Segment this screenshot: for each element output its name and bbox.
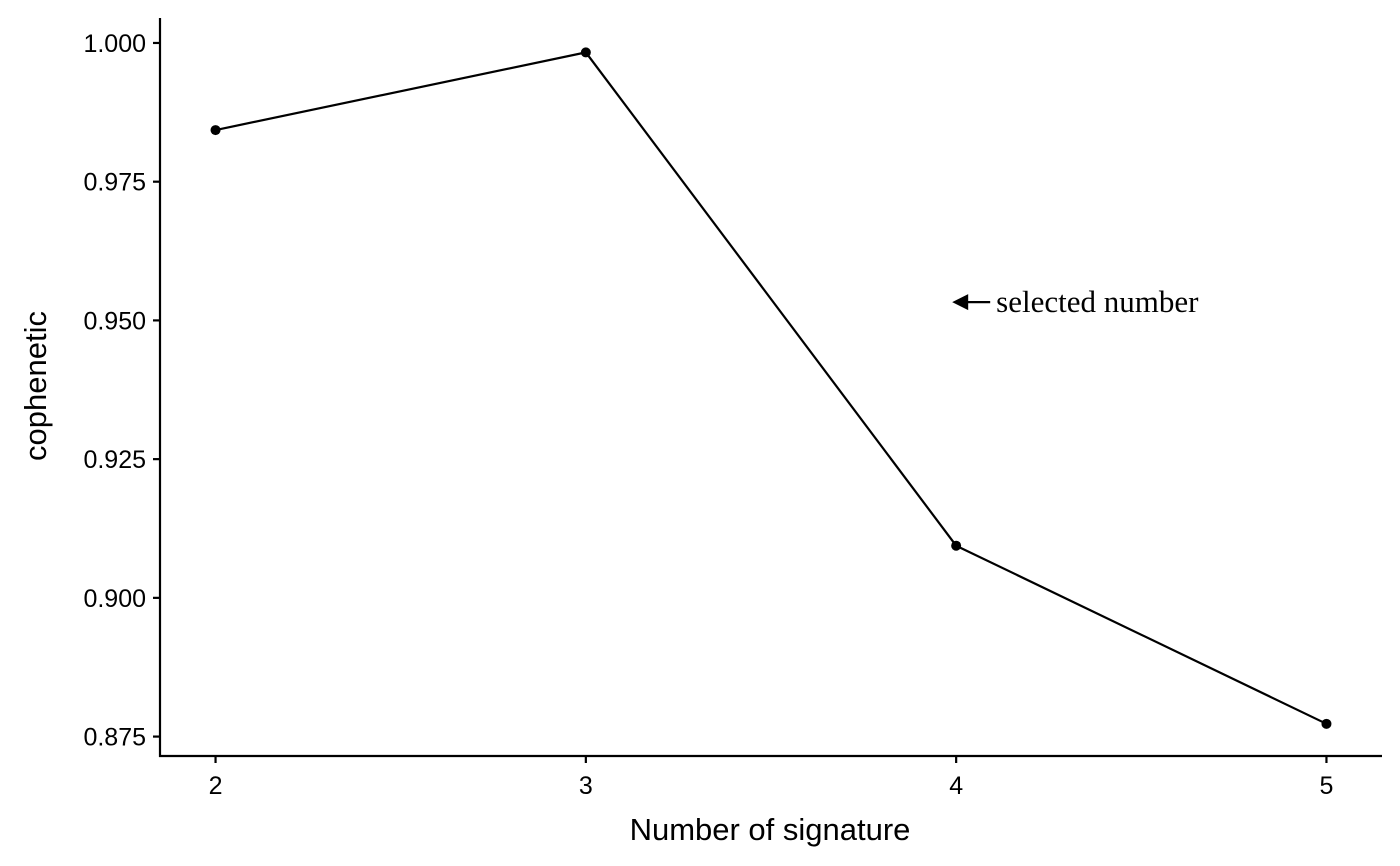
data-point (580, 47, 591, 58)
y-tick-label: 0.875 (83, 724, 146, 752)
y-tick-label: 1.000 (83, 30, 146, 58)
x-tick-label: 4 (949, 772, 963, 800)
y-axis-title: cophenetic (18, 311, 53, 461)
arrow-left-icon (952, 294, 969, 311)
data-point (210, 125, 221, 136)
annotation-text: selected number (996, 284, 1199, 319)
data-point (951, 540, 962, 551)
x-ticks: 2 3 4 5 (209, 756, 1334, 800)
series-cophenetic (210, 47, 1332, 729)
x-tick-label: 2 (209, 772, 223, 800)
axes (158, 18, 1382, 758)
series-line (215, 51, 1327, 725)
y-tick-label: 0.950 (83, 307, 146, 335)
y-ticks: 0.875 0.900 0.925 0.950 0.975 1.000 (83, 30, 160, 752)
x-axis-title: Number of signature (630, 812, 911, 847)
data-point (1321, 718, 1332, 729)
y-tick-label: 0.925 (83, 446, 146, 474)
annotation: selected number (952, 284, 1199, 319)
y-tick-label: 0.900 (83, 585, 146, 613)
y-tick-label: 0.975 (83, 169, 146, 197)
x-tick-label: 5 (1320, 772, 1334, 800)
x-tick-label: 3 (579, 772, 593, 800)
